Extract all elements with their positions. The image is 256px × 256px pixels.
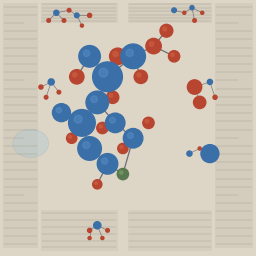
Bar: [3, 3, 38, 248]
Circle shape: [110, 48, 126, 65]
Circle shape: [88, 228, 92, 232]
Circle shape: [106, 91, 119, 103]
Circle shape: [97, 122, 108, 134]
Circle shape: [145, 120, 148, 123]
Circle shape: [83, 50, 90, 57]
Bar: [41, 3, 118, 23]
Bar: [215, 3, 253, 248]
Circle shape: [137, 73, 141, 77]
Circle shape: [62, 19, 66, 22]
Bar: [128, 210, 212, 251]
Circle shape: [168, 51, 180, 62]
Circle shape: [73, 73, 77, 77]
Circle shape: [190, 6, 194, 10]
Circle shape: [86, 91, 109, 114]
Circle shape: [74, 13, 79, 18]
Circle shape: [83, 142, 90, 149]
Circle shape: [44, 95, 48, 99]
Circle shape: [47, 19, 50, 22]
Circle shape: [127, 133, 133, 138]
Circle shape: [56, 108, 62, 113]
Circle shape: [183, 11, 186, 14]
Circle shape: [163, 27, 166, 31]
Circle shape: [94, 222, 101, 229]
Circle shape: [78, 137, 101, 160]
Circle shape: [146, 38, 161, 54]
Circle shape: [187, 151, 192, 156]
Circle shape: [67, 8, 71, 12]
Circle shape: [101, 237, 104, 240]
Circle shape: [54, 10, 59, 15]
Circle shape: [118, 143, 128, 154]
Bar: [128, 3, 212, 23]
Circle shape: [69, 110, 95, 136]
Circle shape: [117, 168, 129, 180]
Circle shape: [171, 53, 174, 56]
Circle shape: [201, 145, 219, 163]
Circle shape: [95, 182, 97, 184]
Circle shape: [194, 96, 206, 109]
Circle shape: [201, 11, 204, 14]
Circle shape: [57, 90, 61, 94]
Circle shape: [48, 79, 54, 85]
Circle shape: [74, 115, 82, 123]
Ellipse shape: [13, 129, 49, 157]
Circle shape: [149, 42, 154, 46]
Circle shape: [106, 229, 109, 232]
Bar: [41, 210, 118, 251]
Circle shape: [97, 154, 118, 174]
Circle shape: [126, 49, 133, 57]
Circle shape: [109, 94, 113, 97]
Circle shape: [39, 85, 43, 89]
Circle shape: [123, 129, 143, 148]
Circle shape: [134, 70, 147, 83]
Circle shape: [105, 113, 125, 133]
Circle shape: [113, 51, 118, 57]
Circle shape: [79, 46, 100, 67]
Circle shape: [143, 117, 154, 129]
Circle shape: [198, 147, 201, 150]
Circle shape: [67, 133, 77, 143]
Circle shape: [69, 135, 72, 138]
Circle shape: [70, 70, 84, 84]
Circle shape: [172, 8, 176, 13]
Circle shape: [120, 145, 123, 148]
Circle shape: [160, 24, 173, 37]
Circle shape: [93, 62, 122, 92]
Circle shape: [99, 125, 102, 128]
Circle shape: [110, 117, 115, 123]
Circle shape: [187, 80, 202, 94]
Circle shape: [88, 237, 91, 240]
Circle shape: [52, 104, 70, 122]
Circle shape: [193, 19, 196, 22]
Circle shape: [91, 96, 98, 103]
Circle shape: [99, 68, 108, 77]
Circle shape: [213, 95, 217, 99]
Circle shape: [80, 24, 83, 27]
Circle shape: [121, 44, 145, 69]
Circle shape: [88, 13, 92, 17]
Circle shape: [93, 180, 102, 189]
Circle shape: [102, 158, 108, 164]
Circle shape: [120, 171, 123, 174]
Circle shape: [207, 79, 212, 84]
